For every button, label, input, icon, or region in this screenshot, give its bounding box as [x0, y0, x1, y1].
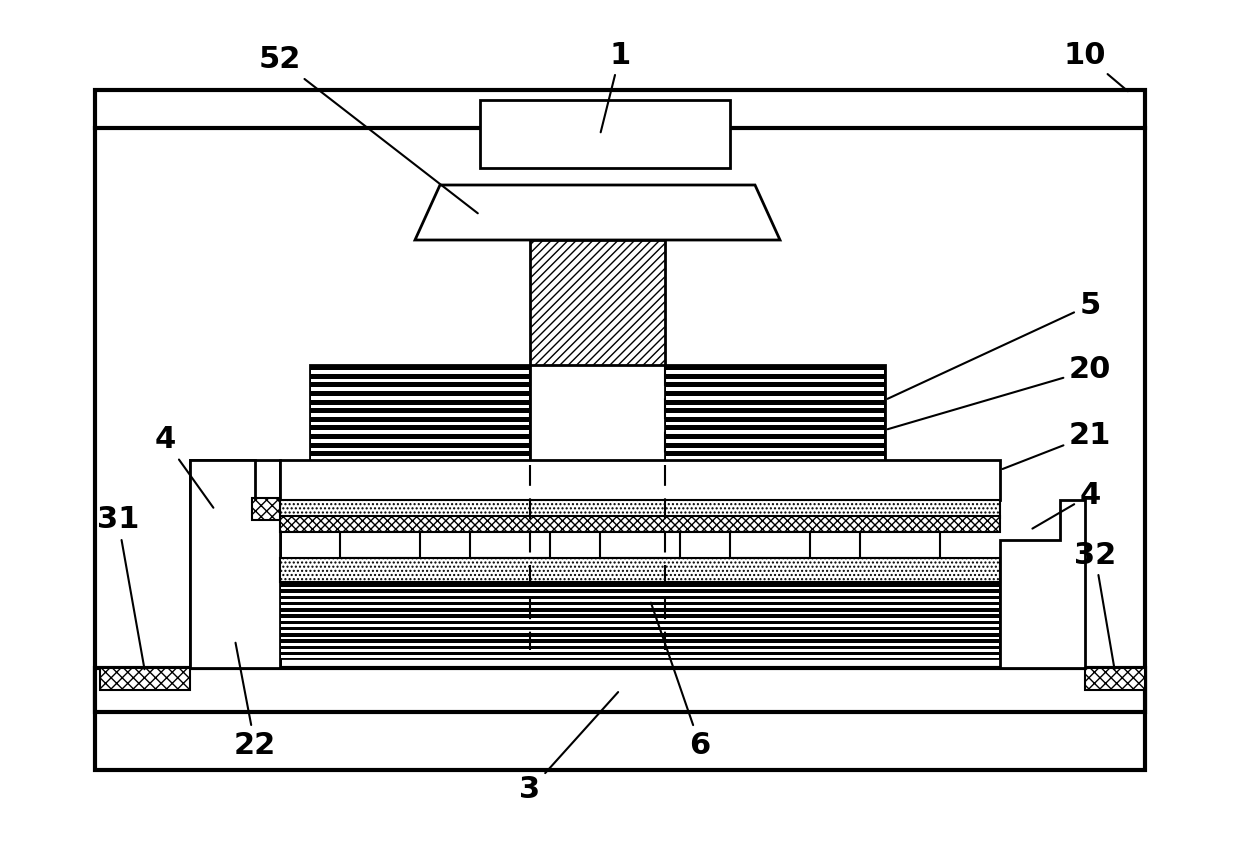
- Bar: [281, 636, 999, 639]
- Bar: [311, 370, 529, 374]
- Polygon shape: [999, 500, 1085, 668]
- Bar: [281, 612, 999, 614]
- Bar: [281, 561, 999, 564]
- Bar: [281, 580, 999, 583]
- Bar: [190, 460, 280, 668]
- Bar: [311, 378, 529, 383]
- Bar: [280, 558, 999, 658]
- Text: 4: 4: [1033, 481, 1101, 528]
- Bar: [311, 405, 529, 408]
- Bar: [310, 365, 529, 460]
- Bar: [666, 413, 884, 417]
- Bar: [666, 448, 884, 452]
- Bar: [311, 439, 529, 443]
- Bar: [280, 460, 999, 500]
- Bar: [666, 422, 884, 425]
- Bar: [280, 516, 999, 532]
- Bar: [666, 405, 884, 408]
- Bar: [281, 606, 999, 608]
- Bar: [600, 532, 680, 558]
- Polygon shape: [190, 460, 280, 668]
- Bar: [529, 240, 665, 365]
- Bar: [470, 532, 551, 558]
- Bar: [666, 396, 884, 400]
- Text: 3: 3: [520, 692, 618, 804]
- Bar: [252, 498, 280, 520]
- Bar: [666, 457, 884, 460]
- Bar: [281, 655, 999, 658]
- Bar: [281, 643, 999, 646]
- Text: 4: 4: [154, 425, 213, 508]
- Bar: [281, 593, 999, 596]
- Bar: [281, 625, 999, 627]
- Bar: [311, 448, 529, 452]
- Bar: [666, 430, 884, 434]
- Bar: [311, 422, 529, 425]
- Text: 10: 10: [1064, 41, 1128, 91]
- Bar: [311, 430, 529, 434]
- Text: 6: 6: [651, 602, 711, 759]
- Text: 52: 52: [259, 45, 477, 213]
- Text: 31: 31: [97, 505, 145, 670]
- Bar: [281, 568, 999, 571]
- Bar: [281, 630, 999, 633]
- Text: 32: 32: [1074, 540, 1116, 670]
- Text: 5: 5: [888, 291, 1101, 399]
- Bar: [100, 668, 190, 690]
- Text: 22: 22: [234, 642, 277, 759]
- Text: 20: 20: [888, 355, 1111, 429]
- Bar: [281, 618, 999, 620]
- Bar: [311, 396, 529, 400]
- Bar: [666, 388, 884, 391]
- Bar: [281, 587, 999, 590]
- Polygon shape: [415, 185, 780, 240]
- Bar: [340, 532, 420, 558]
- Bar: [95, 90, 1145, 770]
- Bar: [281, 649, 999, 652]
- Bar: [280, 558, 999, 582]
- Bar: [666, 439, 884, 443]
- Text: 21: 21: [1003, 421, 1111, 469]
- Bar: [311, 457, 529, 460]
- Bar: [281, 599, 999, 602]
- Bar: [311, 413, 529, 417]
- Bar: [666, 378, 884, 383]
- Bar: [281, 574, 999, 577]
- Bar: [666, 370, 884, 374]
- Bar: [95, 668, 1145, 712]
- Bar: [730, 532, 810, 558]
- Text: 1: 1: [600, 41, 631, 132]
- Bar: [311, 388, 529, 391]
- Bar: [665, 365, 885, 460]
- Bar: [480, 100, 730, 168]
- Bar: [861, 532, 940, 558]
- Bar: [280, 500, 999, 518]
- Bar: [1085, 668, 1145, 690]
